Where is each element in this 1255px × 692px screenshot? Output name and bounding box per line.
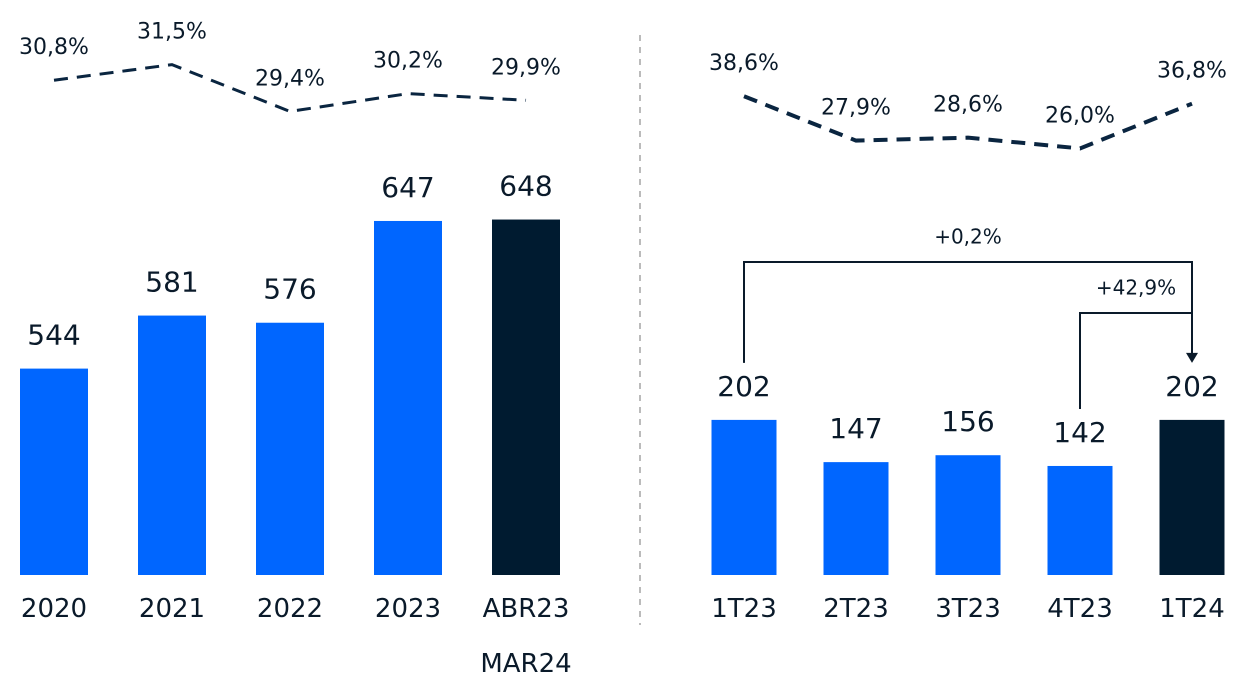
value-label: 142 — [1053, 416, 1106, 449]
bracket — [743, 261, 1193, 363]
value-label: 156 — [941, 405, 994, 438]
bracket — [1079, 312, 1193, 409]
value-label: 544 — [27, 319, 80, 352]
bar — [256, 322, 324, 575]
page: {"chart_data": [ {"type": "bar", "catego… — [19, 19, 1227, 679]
value-label: 147 — [829, 412, 882, 445]
line-label: 30,2% — [373, 49, 443, 74]
line-label: 28,6% — [933, 93, 1003, 118]
bar — [374, 220, 442, 575]
x-tick-label: 4T23 — [1047, 594, 1113, 624]
line-label: 27,9% — [821, 96, 891, 121]
bar — [1047, 465, 1113, 575]
value-label: 647 — [381, 171, 434, 204]
chart: 544 581 576 647 648 30,8% 31,5% 29,4% 30,2% 29,9%… — [19, 20, 1227, 625]
line-label: 30,8% — [19, 35, 89, 60]
x-tick-label: 2T23 — [823, 594, 889, 624]
value-label: 202 — [717, 370, 770, 403]
line-label: 38,6% — [709, 51, 779, 76]
value-label: 581 — [145, 266, 198, 299]
line-label: 31,5% — [137, 20, 207, 45]
bar — [711, 419, 777, 575]
bar — [935, 455, 1001, 575]
line-label: 36,8% — [1157, 59, 1227, 84]
x-tick-label: 3T23 — [935, 594, 1001, 624]
line-label: 26,0% — [1045, 103, 1115, 128]
x-tick-label: 1T23 — [711, 594, 777, 624]
bar — [492, 219, 560, 576]
value-label: 576 — [263, 273, 316, 306]
annotation: +42,9% — [1096, 276, 1176, 300]
x-tick-label: 2020 — [20, 594, 88, 624]
annotation: +0,2% — [934, 225, 1002, 249]
x-tick-label: 1T24 — [1159, 594, 1225, 624]
bar — [138, 315, 206, 575]
bar — [20, 368, 88, 575]
x-tick-label: 2021 — [138, 594, 206, 624]
x-tick-label: 2023 — [374, 594, 442, 624]
value-label: 202 — [1165, 370, 1218, 403]
bar — [823, 462, 889, 575]
line — [53, 63, 527, 114]
line — [743, 94, 1193, 151]
value-label: 648 — [499, 170, 552, 203]
x-tick-label: ABR23 MAR24 — [480, 594, 572, 679]
line-label: 29,9% — [491, 55, 561, 80]
arrow-head — [1186, 352, 1198, 363]
bar — [1159, 419, 1225, 575]
line-label: 29,4% — [255, 66, 325, 91]
x-tick-label: 2022 — [256, 594, 324, 624]
